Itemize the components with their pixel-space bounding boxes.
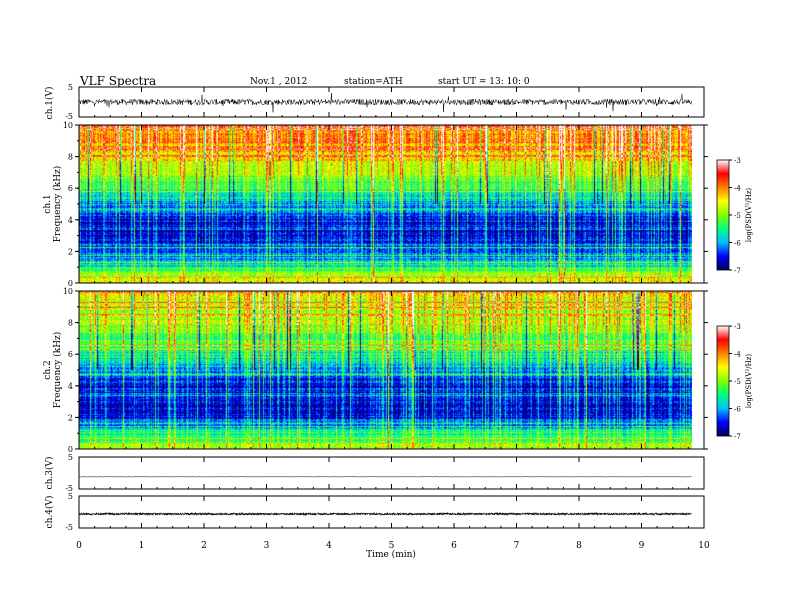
time-tick-label: 1 <box>139 541 145 551</box>
time-tick-label: 7 <box>514 541 520 551</box>
ch1-colorbar-tick-label: -7 <box>734 267 741 275</box>
ch4-waveform-trace <box>78 511 692 517</box>
ch2-colorbar: -3 -4 -5 -6 -7 log(PSD(V²/Hz) <box>716 323 753 441</box>
ch1-ytick-label: 10 <box>63 121 73 130</box>
ch3-waveform-trace <box>78 476 692 478</box>
ch1-spectrogram-raster <box>79 125 692 283</box>
ch3-ytick-top: 5 <box>68 453 73 462</box>
time-tick-label: 2 <box>201 541 207 551</box>
ch4-waveform-ylabel: ch.4(V) <box>44 496 55 529</box>
ch1-ytick-label: 2 <box>68 247 73 256</box>
ch2-ytick-label: 2 <box>68 413 73 422</box>
ch1-ytick-label: 6 <box>68 184 73 193</box>
ch2-colorbar-tick-label: -7 <box>734 433 741 441</box>
ch1-spectrogram-ylabel-channel: ch.1 <box>43 194 53 213</box>
ch4-ytick-bottom: -5 <box>65 523 73 532</box>
ch2-spectrogram-ylabel-frequency: Frequency (kHz) <box>52 332 63 409</box>
ch1-ytick-label: 8 <box>68 153 73 162</box>
ch1-waveform-trace <box>78 92 692 113</box>
ch1-colorbar-tick-label: -3 <box>734 157 741 165</box>
ch1-waveform-panel: 5 -5 ch.1(V) <box>44 83 705 121</box>
ch1-colorbar-tick-label: -5 <box>734 212 741 220</box>
ch2-ytick-label: 6 <box>68 350 73 359</box>
ch1-spectrogram-ylabel-frequency: Frequency (kHz) <box>52 166 63 243</box>
time-tick-label: 4 <box>326 541 332 551</box>
ch3-waveform-panel: 5 -5 ch.3(V) <box>44 453 705 493</box>
time-axis: 0 1 2 3 4 5 6 7 8 9 10 <box>76 87 710 551</box>
date-label: Nov.1 , 2012 <box>250 77 307 87</box>
time-axis-label: Time (min) <box>366 549 416 560</box>
ch1-colorbar: -3 -4 -5 -6 -7 log(PSD(V²/Hz) <box>716 157 753 275</box>
ch1-frequency-ticks: 0 2 4 6 8 10 <box>63 121 708 288</box>
ch2-spectrogram-heatmap <box>79 291 692 449</box>
ch2-colorbar-tick-label: -6 <box>734 406 741 414</box>
ch1-ytick-label: 4 <box>68 216 73 225</box>
ch2-spectrogram-raster <box>79 291 692 449</box>
ch2-colorbar-label: log(PSD(V²/Hz) <box>745 354 753 409</box>
ch1-colorbar-tick-label: -6 <box>734 240 741 248</box>
ch1-spectrogram-panel: 0 2 4 6 8 10 ch.1 Frequency (kHz) <box>43 121 708 288</box>
time-tick-label: 6 <box>451 541 457 551</box>
ch4-waveform-plot <box>78 511 692 517</box>
ch1-waveform-plot <box>78 92 692 113</box>
ch4-ytick-top: 5 <box>68 492 73 501</box>
ch2-ytick-label: 0 <box>68 445 73 454</box>
ch2-ytick-label: 8 <box>68 319 73 328</box>
ch3-waveform-ylabel: ch.3(V) <box>44 457 55 490</box>
ch3-ytick-bottom: -5 <box>65 484 73 493</box>
ch2-colorbar-tick-label: -4 <box>734 351 741 359</box>
ch2-ytick-label: 4 <box>68 382 73 391</box>
ch1-colorbar-label: log(PSD(V²/Hz) <box>745 188 753 243</box>
ch1-colorbar-tick-label: -4 <box>734 185 741 193</box>
time-tick-label: 10 <box>698 541 710 551</box>
station-label: station=ATH <box>344 77 403 87</box>
ch2-colorbar-gradient <box>716 325 730 437</box>
time-tick-label: 0 <box>76 541 82 551</box>
ch3-waveform-plot <box>78 476 692 478</box>
figure-title: VLF Spectra <box>79 74 156 88</box>
ch2-colorbar-tick-label: -3 <box>734 323 741 331</box>
ch2-colorbar-ticks: -3 -4 -5 -6 -7 <box>729 323 741 441</box>
ch1-colorbar-gradient <box>716 159 730 271</box>
time-tick-label: 3 <box>264 541 270 551</box>
ch2-colorbar-tick-label: -5 <box>734 378 741 386</box>
start-time-label: start UT = 13: 10: 0 <box>438 77 530 87</box>
time-tick-label: 5 <box>389 541 395 551</box>
ch1-ytick-label: 0 <box>68 279 73 288</box>
ch1-ytick-top: 5 <box>68 83 73 92</box>
ch2-ytick-label: 10 <box>63 287 73 296</box>
ch4-waveform-panel: 5 -5 ch.4(V) <box>44 492 705 532</box>
time-tick-label: 9 <box>639 541 645 551</box>
ch2-spectrogram-ylabel-channel: ch.2 <box>43 360 53 379</box>
ch1-colorbar-ticks: -3 -4 -5 -6 -7 <box>729 157 741 275</box>
time-tick-label: 8 <box>576 541 582 551</box>
ch1-waveform-ylabel: ch.1(V) <box>44 87 55 120</box>
ch2-frequency-ticks: 0 2 4 6 8 10 <box>63 287 708 454</box>
ch1-spectrogram-heatmap <box>79 125 692 283</box>
ch1-ytick-bottom: -5 <box>65 112 73 121</box>
ch2-spectrogram-panel: 0 2 4 6 8 10 ch.2 Frequency (kHz) <box>43 287 708 454</box>
